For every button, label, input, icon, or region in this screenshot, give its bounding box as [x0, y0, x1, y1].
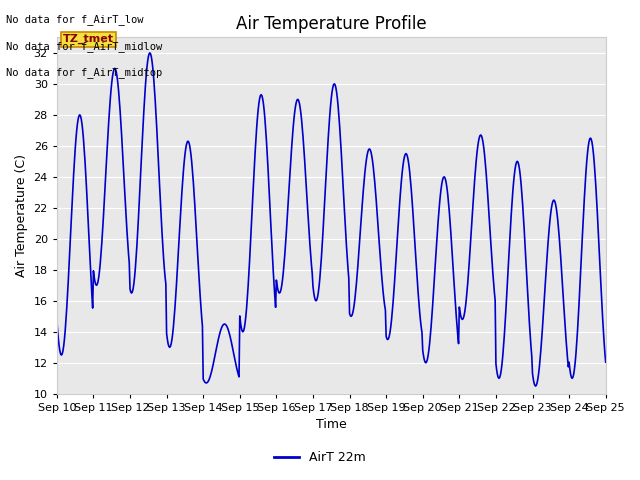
Title: Air Temperature Profile: Air Temperature Profile — [236, 15, 427, 33]
Text: No data for f_AirT_midlow: No data for f_AirT_midlow — [6, 41, 163, 52]
Text: No data for f_AirT_low: No data for f_AirT_low — [6, 14, 144, 25]
X-axis label: Time: Time — [316, 419, 347, 432]
Text: No data for f_AirT_midtop: No data for f_AirT_midtop — [6, 67, 163, 78]
Legend: AirT 22m: AirT 22m — [269, 446, 371, 469]
Y-axis label: Air Temperature (C): Air Temperature (C) — [15, 154, 28, 277]
Text: TZ_tmet: TZ_tmet — [63, 34, 114, 44]
